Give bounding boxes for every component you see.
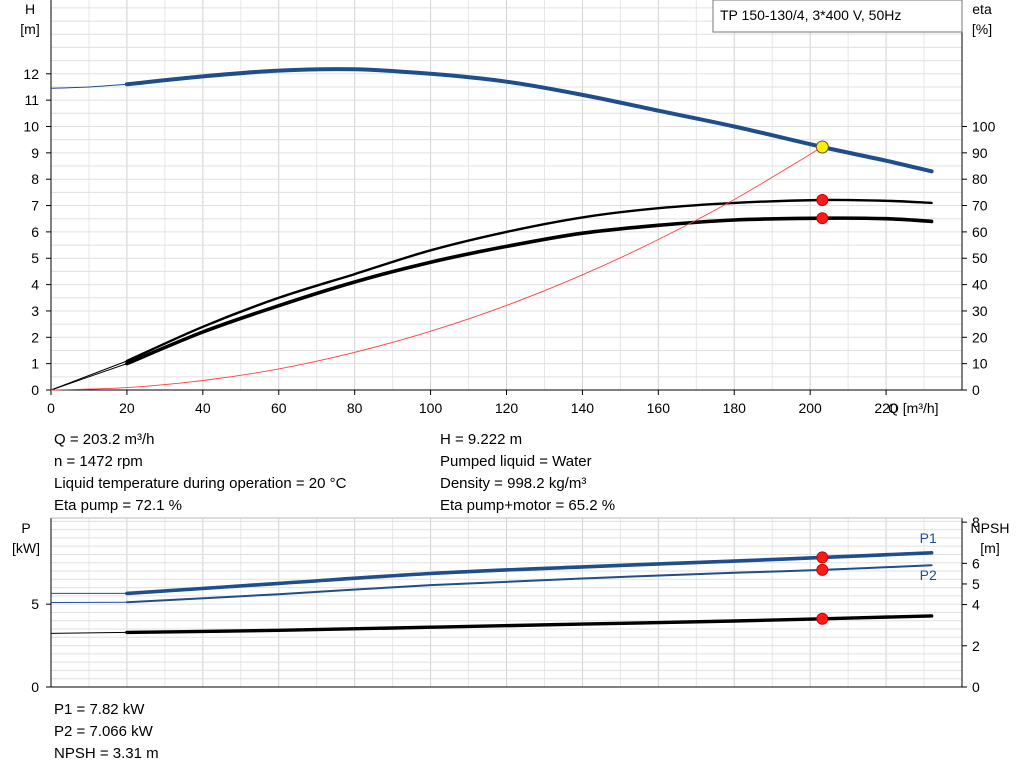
y-right-tick-label: 40 (972, 277, 988, 293)
x-tick-label: 100 (419, 400, 443, 416)
info-density: Density = 998.2 kg/m³ (440, 475, 587, 492)
npsh-axis-label: NPSH (971, 520, 1010, 536)
npsh-tick-label: 0 (972, 679, 980, 695)
info-npsh: NPSH = 3.31 m (54, 745, 159, 762)
y-left-tick-label: 5 (31, 250, 39, 266)
y-left-tick-label: 0 (31, 382, 39, 398)
power-grid (51, 518, 962, 687)
x-tick-label: 200 (798, 400, 822, 416)
info-q: Q = 203.2 m³/h (54, 431, 155, 448)
npsh-tick-label: 6 (972, 555, 980, 571)
x-tick-label: 0 (47, 400, 55, 416)
x-tick-label: 20 (119, 400, 135, 416)
x-tick-label: 220 (874, 400, 898, 416)
operating-point-marker (816, 551, 829, 564)
y-left-tick-label: 10 (23, 118, 39, 134)
info-p1: P1 = 7.82 kW (54, 701, 145, 718)
y-right-tick-label: 90 (972, 145, 988, 161)
npsh-axis-unit: [m] (980, 540, 999, 556)
x-tick-label: 40 (195, 400, 211, 416)
curve-system (50, 146, 823, 391)
p-axis-label: P (21, 520, 30, 536)
operating-point-marker (816, 194, 829, 207)
eta-axis-label: eta (972, 1, 992, 17)
label-P1: P1 (920, 530, 937, 546)
info-eta-pump-motor: Eta pump+motor = 65.2 % (440, 497, 616, 514)
x-tick-label: 180 (723, 400, 747, 416)
y-left-tick-label: 1 (31, 356, 39, 372)
info-h: H = 9.222 m (440, 431, 523, 448)
curve-NPSH-leadin (50, 631, 127, 634)
y-right-tick-label: 80 (972, 171, 988, 187)
eta-axis-unit: [%] (972, 21, 992, 37)
y-right-tick-label: 70 (972, 198, 988, 214)
p-tick-label: 5 (31, 596, 39, 612)
x-tick-label: 160 (647, 400, 671, 416)
npsh-tick-label: 2 (972, 638, 980, 654)
curve-H-leadin (50, 83, 127, 89)
y-right-tick-label: 20 (972, 329, 988, 345)
operating-point-marker (815, 140, 829, 154)
operating-point-marker (816, 563, 829, 576)
info-top-right: H = 9.222 m Pumped liquid = Water Densit… (440, 429, 615, 517)
performance-grid (51, 0, 962, 390)
npsh-tick-label: 4 (972, 597, 980, 613)
info-n: n = 1472 rpm (54, 453, 143, 470)
y-left-tick-label: 8 (31, 171, 39, 187)
y-left-tick-label: 2 (31, 329, 39, 345)
info-top-left: Q = 203.2 m³/h n = 1472 rpm Liquid tempe… (54, 429, 346, 517)
y-right-tick-label: 60 (972, 224, 988, 240)
y-left-tick-label: 9 (31, 145, 39, 161)
info-p2: P2 = 7.066 kW (54, 723, 153, 740)
info-temp: Liquid temperature during operation = 20… (54, 475, 347, 492)
y-right-tick-label: 50 (972, 250, 988, 266)
info-bottom: P1 = 7.82 kW P2 = 7.066 kW NPSH = 3.31 m (54, 699, 159, 765)
h-axis-unit: [m] (20, 21, 39, 37)
p-tick-label: 0 (31, 679, 39, 695)
operating-point-marker (816, 212, 829, 225)
y-left-tick-label: 3 (31, 303, 39, 319)
y-left-tick-label: 12 (23, 66, 39, 82)
y-left-tick-label: 7 (31, 198, 39, 214)
label-P2: P2 (920, 567, 937, 583)
curve-eta_pump_motor-leadin (50, 363, 128, 391)
curve-eta_pump_motor (125, 216, 934, 366)
q-axis-label: Q [m³/h] (888, 400, 939, 416)
h-axis-label: H (25, 1, 35, 17)
legend-title: TP 150-130/4, 3*400 V, 50Hz (720, 7, 901, 23)
legend-box (712, 0, 963, 33)
y-right-tick-label: 100 (972, 118, 996, 134)
y-right-tick-label: 0 (972, 382, 980, 398)
y-right-tick-label: 30 (972, 303, 988, 319)
y-left-tick-label: 6 (31, 224, 39, 240)
y-left-tick-label: 11 (24, 92, 39, 108)
operating-point-marker (816, 612, 829, 625)
npsh-tick-label: 5 (972, 576, 980, 592)
curve-H (124, 67, 934, 174)
curve-NPSH (125, 614, 934, 635)
x-tick-label: 140 (571, 400, 595, 416)
npsh-tick-label: 8 (972, 514, 980, 530)
p-axis-unit: [kW] (12, 540, 40, 556)
x-tick-label: 80 (347, 400, 363, 416)
info-eta-pump: Eta pump = 72.1 % (54, 497, 182, 514)
x-tick-label: 120 (495, 400, 519, 416)
y-left-tick-label: 4 (31, 277, 39, 293)
x-tick-label: 60 (271, 400, 287, 416)
info-liquid: Pumped liquid = Water (440, 453, 592, 470)
y-right-tick-label: 10 (972, 356, 988, 372)
